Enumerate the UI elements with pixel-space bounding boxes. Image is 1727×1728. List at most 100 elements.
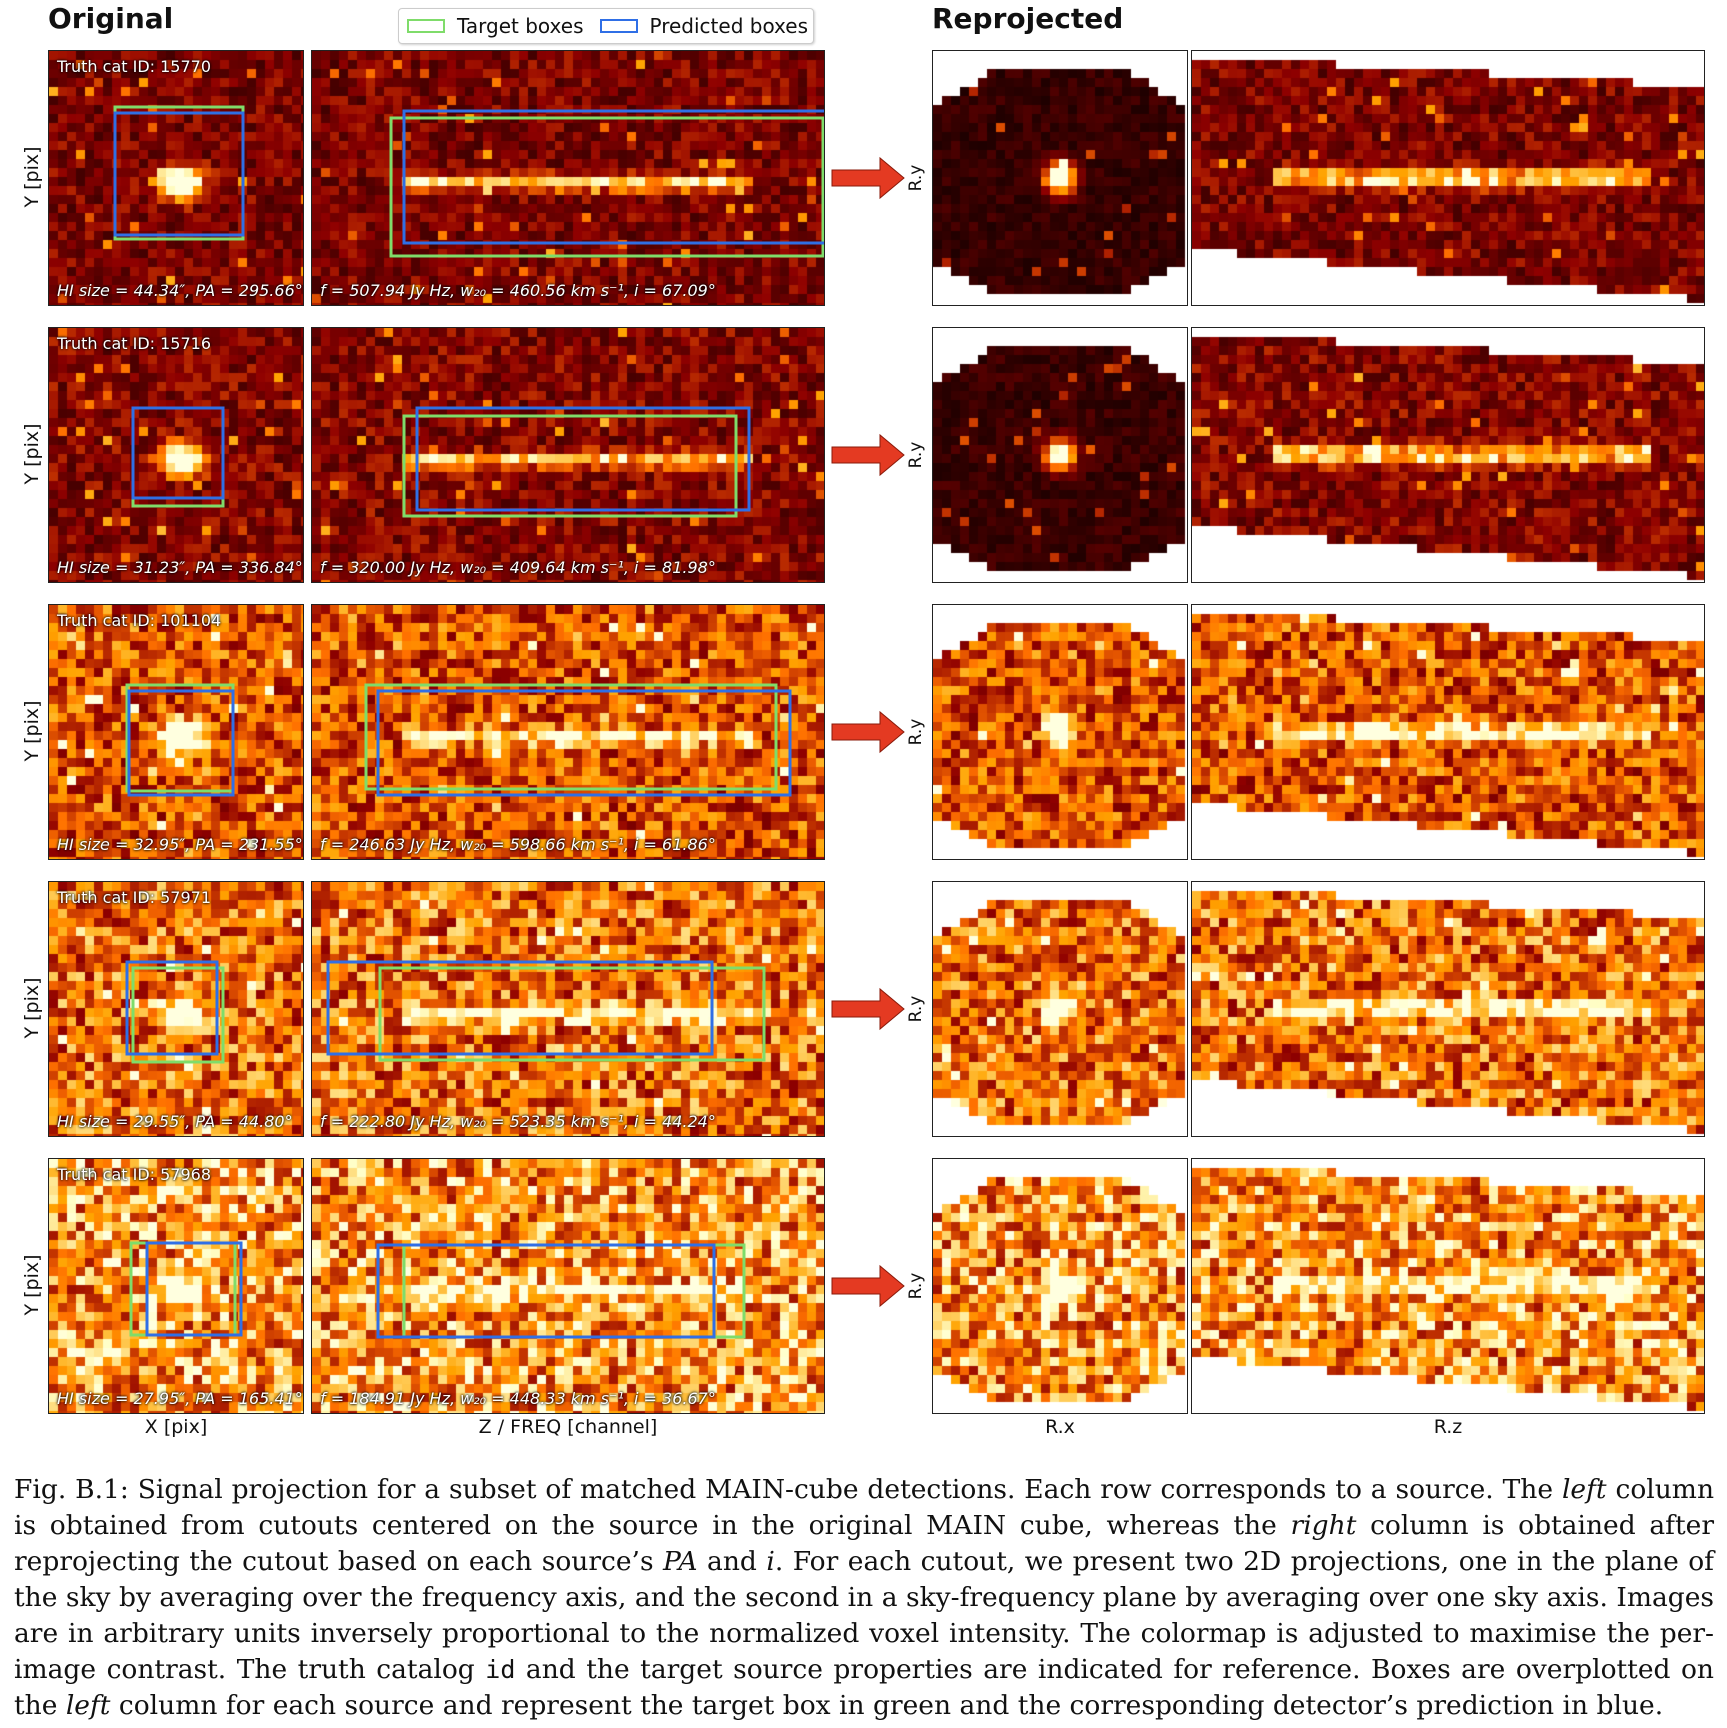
reprojected-sky-panel-image (933, 605, 1187, 859)
original-freq-panel-image (312, 51, 824, 305)
original-freq-boxes (376, 1243, 746, 1339)
ylabel: Y [pix] (21, 700, 43, 762)
legend: Target boxes Predicted boxes (398, 8, 814, 44)
predicted-box (326, 960, 714, 1056)
original-sky-boxes (125, 960, 225, 1064)
xlabel-rx: R.x (1045, 1416, 1075, 1438)
original-freq-panel-image (312, 882, 824, 1136)
hi-size-label: HI size = 29.55″, PA = 44.80° (57, 1112, 293, 1131)
target-box (125, 683, 235, 793)
truth-id-label: Truth cat ID: 101104 (57, 611, 222, 630)
reprojection-arrow (831, 1264, 905, 1308)
hi-size-label: HI size = 44.34″, PA = 295.66° (57, 281, 303, 300)
reprojected-heading: Reprojected (932, 2, 1124, 35)
target-box (113, 105, 245, 241)
predicted-box (125, 960, 219, 1056)
target-box (131, 966, 225, 1064)
xlabel-freq: Z / FREQ [channel] (478, 1416, 658, 1438)
target-box (402, 1243, 746, 1339)
original-sky-panel-image (49, 328, 303, 582)
truth-id-label: Truth cat ID: 15770 (57, 57, 212, 76)
caption-text-7: column for each source and represent the… (110, 1690, 1664, 1721)
reprojected-freq-panel (1191, 1158, 1705, 1414)
caption-text-6: and the target source properties are ind… (14, 1654, 1714, 1721)
predicted-box (145, 1241, 243, 1337)
original-heading: Original (48, 2, 174, 35)
ry-label: R.y (906, 164, 926, 192)
ylabel: Y [pix] (21, 977, 43, 1039)
reprojected-sky-panel (932, 604, 1188, 860)
predicted-box (113, 111, 245, 237)
original-sky-boxes (125, 683, 235, 797)
xlabel-sky: X [pix] (144, 1416, 208, 1438)
ry-label: R.y (906, 718, 926, 746)
hi-size-label: HI size = 31.23″, PA = 336.84° (57, 558, 303, 577)
truth-id-label: Truth cat ID: 57968 (57, 1165, 212, 1184)
caption-text-5: . For each cutout, we present two 2D pro… (14, 1546, 1714, 1685)
original-sky-panel-image (49, 605, 303, 859)
ry-label: R.y (906, 441, 926, 469)
source-properties-label: f = 507.94 Jy Hz, w₂₀ = 460.56 km s⁻¹, i… (320, 281, 716, 300)
original-freq-panel-image (312, 328, 824, 582)
target-box (402, 414, 738, 518)
source-properties-label: f = 246.63 Jy Hz, w₂₀ = 598.66 km s⁻¹, i… (320, 835, 716, 854)
xlabel-rz: R.z (1433, 1416, 1463, 1438)
caption-text-3: column is obtained after reprojecting th… (14, 1510, 1714, 1577)
original-freq-boxes (389, 109, 824, 258)
original-sky-panel: Truth cat ID: 57968 HI size = 27.95″, PA … (48, 1158, 304, 1414)
caption-text-4: and (697, 1546, 767, 1577)
reprojected-sky-panel-image (933, 51, 1187, 305)
reprojected-freq-panel-image (1192, 51, 1704, 305)
truth-id-label: Truth cat ID: 57971 (57, 888, 212, 907)
reprojection-arrow (831, 710, 905, 754)
original-freq-boxes (326, 960, 766, 1062)
legend-predicted: Predicted boxes (599, 14, 809, 38)
reprojected-freq-panel-image (1192, 1159, 1704, 1413)
ylabel: Y [pix] (21, 146, 43, 208)
original-freq-panel: f = 507.94 Jy Hz, w₂₀ = 460.56 km s⁻¹, i… (311, 50, 825, 306)
reprojected-sky-panel (932, 881, 1188, 1137)
caption-code: id (485, 1655, 516, 1684)
original-freq-boxes (402, 406, 751, 518)
original-freq-panel-image (312, 605, 824, 859)
target-swatch (407, 19, 445, 33)
reprojected-sky-panel (932, 327, 1188, 583)
hi-size-label: HI size = 27.95″, PA = 165.41° (57, 1389, 303, 1408)
caption-pa: PA (663, 1546, 698, 1577)
reprojected-freq-panel (1191, 881, 1705, 1137)
source-properties-label: f = 184.91 Jy Hz, w₂₀ = 448.33 km s⁻¹, i… (320, 1389, 716, 1408)
source-properties-label: f = 222.80 Jy Hz, w₂₀ = 523.35 km s⁻¹, i… (320, 1112, 716, 1131)
legend-predicted-label: Predicted boxes (649, 14, 809, 38)
reprojected-freq-panel (1191, 50, 1705, 306)
figure-caption: Fig. B.1: Signal projection for a subset… (14, 1472, 1714, 1724)
reprojected-freq-panel-image (1192, 605, 1704, 859)
predicted-box (415, 406, 751, 512)
predicted-box (127, 689, 235, 797)
source-properties-label: f = 320.00 Jy Hz, w₂₀ = 409.64 km s⁻¹, i… (320, 558, 716, 577)
truth-id-label: Truth cat ID: 15716 (57, 334, 212, 353)
ry-label: R.y (906, 1272, 926, 1300)
original-freq-panel: f = 320.00 Jy Hz, w₂₀ = 409.64 km s⁻¹, i… (311, 327, 825, 583)
reprojected-sky-panel-image (933, 1159, 1187, 1413)
reprojection-arrow (831, 987, 905, 1031)
reprojected-sky-panel-image (933, 882, 1187, 1136)
reprojected-sky-panel-image (933, 328, 1187, 582)
caption-left-2: left (65, 1690, 111, 1721)
target-box (378, 966, 766, 1062)
reprojection-arrow (831, 156, 905, 200)
predicted-box (131, 406, 225, 500)
original-freq-boxes (364, 683, 792, 797)
original-sky-panel: Truth cat ID: 57971 HI size = 29.55″, PA … (48, 881, 304, 1137)
ylabel: Y [pix] (21, 1254, 43, 1316)
caption-left-1: left (1561, 1474, 1607, 1505)
original-sky-boxes (113, 105, 245, 241)
legend-target: Target boxes (407, 14, 584, 38)
ry-label: R.y (906, 995, 926, 1023)
legend-target-label: Target boxes (457, 14, 584, 38)
original-sky-panel-image (49, 51, 303, 305)
original-sky-panel-image (49, 882, 303, 1136)
reprojected-sky-panel (932, 50, 1188, 306)
original-sky-panel: Truth cat ID: 15770 HI size = 44.34″, PA … (48, 50, 304, 306)
original-sky-panel: Truth cat ID: 15716 HI size = 31.23″, PA … (48, 327, 304, 583)
caption-right-1: right (1290, 1510, 1357, 1541)
